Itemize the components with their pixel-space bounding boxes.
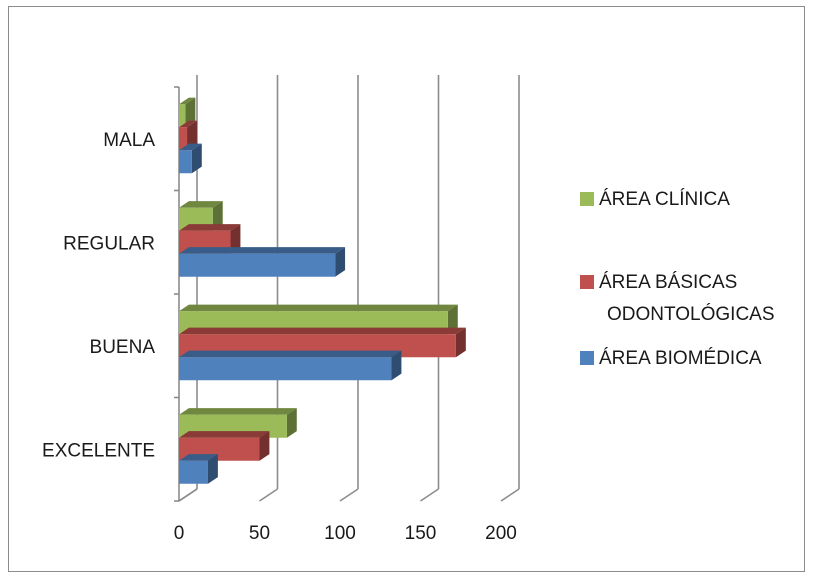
bar-side-face bbox=[185, 97, 196, 128]
legend-label-line: ODONTOLÓGICAS bbox=[607, 303, 775, 325]
x-tick-label: 200 bbox=[485, 523, 517, 544]
bar-side-face bbox=[191, 143, 202, 174]
bar-front-face bbox=[179, 460, 208, 484]
bar-top-face bbox=[179, 120, 197, 128]
floor-tick bbox=[420, 488, 439, 502]
bar-front-face bbox=[179, 150, 192, 174]
legend-swatch bbox=[580, 192, 594, 206]
floor-tick bbox=[339, 488, 359, 502]
bar-side-face bbox=[259, 431, 270, 461]
bar-side-face bbox=[187, 120, 197, 151]
category-label: MALA bbox=[103, 130, 155, 151]
legend-item: ÁREA BIOMÉDICA bbox=[580, 348, 762, 369]
legend-swatch bbox=[580, 275, 594, 289]
x-tick-label: 0 bbox=[174, 523, 185, 544]
bar-top-face bbox=[179, 350, 402, 358]
category-label: BUENA bbox=[90, 337, 156, 358]
bar bbox=[179, 143, 202, 174]
bar bbox=[179, 120, 197, 151]
legend-item: ÁREA BÁSICAS ODONTOLÓGICAS bbox=[580, 272, 775, 325]
category-label: REGULAR bbox=[63, 233, 155, 254]
floor-tick bbox=[259, 488, 278, 502]
bars bbox=[179, 97, 466, 484]
bar bbox=[179, 247, 346, 277]
bar-front-face bbox=[179, 357, 392, 381]
bar-side-face bbox=[207, 454, 218, 484]
x-tick-label: 150 bbox=[405, 523, 437, 544]
legend-label: ÁREA BIOMÉDICA bbox=[599, 348, 762, 369]
bar-top-face bbox=[179, 201, 223, 208]
bar-top-face bbox=[179, 327, 466, 335]
bar-front-face bbox=[179, 253, 336, 277]
bar-top-face bbox=[179, 247, 346, 254]
legend-item: ÁREA CLÍNICA bbox=[580, 189, 730, 210]
bar-top-face bbox=[179, 97, 196, 105]
bar-top-face bbox=[179, 224, 241, 231]
bar-top-face bbox=[179, 304, 458, 312]
bar-side-face bbox=[230, 224, 241, 254]
bar-side-face bbox=[335, 247, 346, 277]
legend-label-line: ÁREA BÁSICAS bbox=[599, 272, 737, 293]
chart-frame: 0 50 100 150 200 MALA REGULAR BUENA EXCELENTE ÁRE… bbox=[8, 6, 805, 572]
floor-tick bbox=[500, 488, 520, 502]
bar-chart: 0 50 100 150 200 MALA REGULAR BUENA EXCELENTE ÁRE… bbox=[42, 75, 775, 544]
bar-top-face bbox=[179, 143, 202, 151]
x-tick-label: 50 bbox=[249, 523, 270, 544]
bar-top-face bbox=[179, 454, 218, 461]
legend-swatch bbox=[580, 351, 594, 365]
category-label: EXCELENTE bbox=[42, 440, 155, 461]
bar bbox=[179, 454, 218, 484]
bar-side-face bbox=[455, 327, 466, 358]
bar-side-face bbox=[447, 304, 458, 335]
bar-side-face bbox=[212, 201, 223, 231]
bar-front-face bbox=[179, 104, 186, 128]
bar-top-face bbox=[179, 431, 270, 438]
legend-label: ÁREA CLÍNICA bbox=[599, 189, 730, 210]
bar-front-face bbox=[179, 127, 188, 151]
legend-label: ÁREA BÁSICAS ODONTOLÓGICAS bbox=[599, 272, 775, 325]
x-tick-label: 100 bbox=[324, 523, 356, 544]
bar-side-face bbox=[286, 408, 297, 438]
bar bbox=[179, 350, 402, 381]
bar-top-face bbox=[179, 408, 297, 415]
bar-side-face bbox=[391, 350, 402, 381]
bar bbox=[179, 97, 196, 128]
floor-tick bbox=[178, 488, 198, 502]
